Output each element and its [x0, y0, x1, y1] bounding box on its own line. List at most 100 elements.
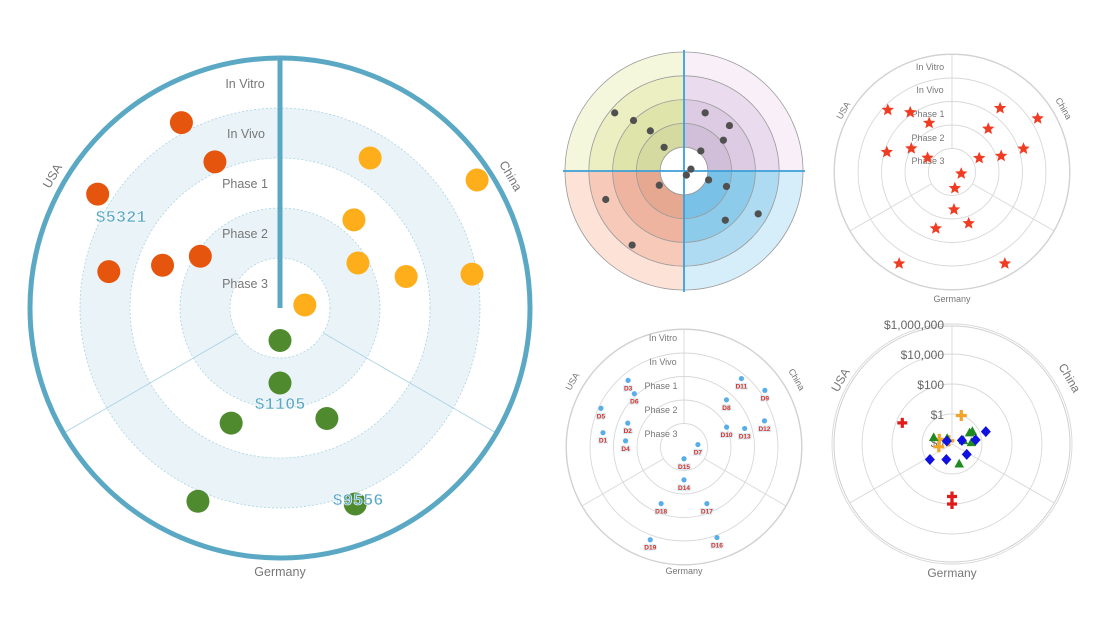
- ring-label: In Vitro: [916, 62, 944, 72]
- ring-label: In Vivo: [227, 127, 265, 141]
- ring-label: Phase 3: [222, 277, 268, 291]
- sector-divider: [849, 443, 953, 504]
- data-point-germany: [343, 492, 367, 516]
- data-point: [697, 147, 705, 155]
- data-label: D18: [655, 509, 667, 516]
- data-label: D6: [630, 399, 639, 406]
- annotation-1105: $1105: [254, 396, 305, 415]
- data-point: [600, 430, 606, 436]
- labeled-data-points: D3 D5 D6 D1 D2 D4 D11 D8 D9 D10 D13 D12 D7 D15 D14 D18 D…: [596, 375, 772, 553]
- data-point-germany: [186, 489, 210, 513]
- data-point: [631, 391, 637, 397]
- data-label: D5: [597, 413, 606, 420]
- data-point-germany: [268, 329, 292, 352]
- sector-divider: [704, 458, 787, 507]
- data-point-china: [460, 262, 484, 286]
- ring-gridline: [179, 207, 381, 409]
- data-point: [611, 109, 619, 117]
- ring-gridline: [831, 323, 1073, 565]
- data-point: [629, 116, 638, 125]
- labeled-ring-labels: In Vitro In Vivo Phase 1 Phase 2 Phase 3: [644, 333, 677, 439]
- data-point-usa: [86, 182, 110, 206]
- triangle-marker: [964, 427, 975, 437]
- star-marker: [929, 221, 942, 234]
- log-sector-labels: USA China Germany: [828, 361, 1083, 580]
- triangle-marker: [954, 458, 964, 468]
- log-chart-background: [831, 323, 1073, 565]
- data-label: D13: [739, 433, 751, 440]
- sector-divider: [63, 332, 237, 434]
- data-point: [598, 405, 604, 411]
- data-label: D16: [711, 543, 723, 550]
- star-marker: [880, 145, 894, 158]
- data-point: [602, 195, 610, 204]
- data-point: [695, 441, 701, 448]
- annotation-5321: $5321: [95, 209, 146, 228]
- data-point: [625, 377, 631, 383]
- data-point: [646, 127, 654, 135]
- data-point: [705, 176, 713, 184]
- data-point: [742, 425, 748, 432]
- data-point-germany: [219, 411, 243, 435]
- diamond-marker: [924, 453, 935, 465]
- data-label: D9: [761, 395, 770, 402]
- data-point: [721, 216, 729, 224]
- data-point-usa: [97, 260, 121, 284]
- data-point: [687, 165, 695, 173]
- data-point: [647, 537, 653, 543]
- ring-label: Phase 2: [911, 133, 944, 143]
- data-point-china: [465, 168, 489, 192]
- data-point: [723, 424, 730, 430]
- star-marker: [905, 142, 918, 154]
- data-label: D4: [621, 446, 630, 453]
- data-label: D15: [678, 464, 690, 471]
- ring-label: In Vivo: [649, 357, 676, 367]
- data-point: [714, 534, 720, 541]
- data-point: [660, 143, 668, 151]
- tick-label: $1,000,000: [884, 318, 944, 332]
- data-point: [762, 387, 768, 393]
- data-label: D8: [722, 405, 731, 412]
- data-point-usa: [203, 150, 227, 174]
- main-data-points: [86, 111, 489, 516]
- ring-label: Phase 2: [222, 227, 268, 241]
- star-marker: [993, 101, 1007, 114]
- star-marker: [948, 181, 962, 194]
- data-point: [622, 438, 629, 444]
- main-annotations: $5321 $1105 $9556: [95, 209, 384, 512]
- diamond-marker: [961, 448, 972, 460]
- ring-band: [180, 208, 380, 408]
- sector-label-germany: Germany: [927, 566, 976, 580]
- data-point: [722, 182, 731, 191]
- sector-label-germany: Germany: [254, 565, 306, 579]
- main-chart-background: [27, 55, 533, 561]
- sector-divider: [581, 458, 664, 507]
- star-marker: [962, 216, 975, 229]
- data-point-china: [358, 146, 382, 170]
- star-marker: [982, 122, 995, 135]
- data-point: [761, 418, 768, 424]
- data-point: [681, 456, 687, 462]
- star-data-points: [880, 101, 1044, 269]
- ring-label: Phase 2: [644, 405, 677, 415]
- data-label: D11: [736, 384, 748, 391]
- sector-divider: [849, 183, 932, 232]
- data-point: [701, 109, 709, 117]
- annotation-9556: $9556: [332, 492, 383, 511]
- data-point-germany: [315, 406, 339, 430]
- diamond-marker: [970, 434, 981, 446]
- ring-label: In Vitro: [225, 77, 264, 91]
- sector-label-germany: Germany: [933, 294, 971, 304]
- data-point: [655, 181, 663, 189]
- star-marker: [1017, 142, 1030, 155]
- star-marker: [1031, 111, 1044, 124]
- data-point: [754, 210, 762, 218]
- quadrant-background: [563, 50, 805, 292]
- triangle-marker: [928, 432, 939, 442]
- tick-label: $1: [931, 408, 945, 422]
- star-marker: [998, 257, 1012, 269]
- data-point: [704, 501, 710, 507]
